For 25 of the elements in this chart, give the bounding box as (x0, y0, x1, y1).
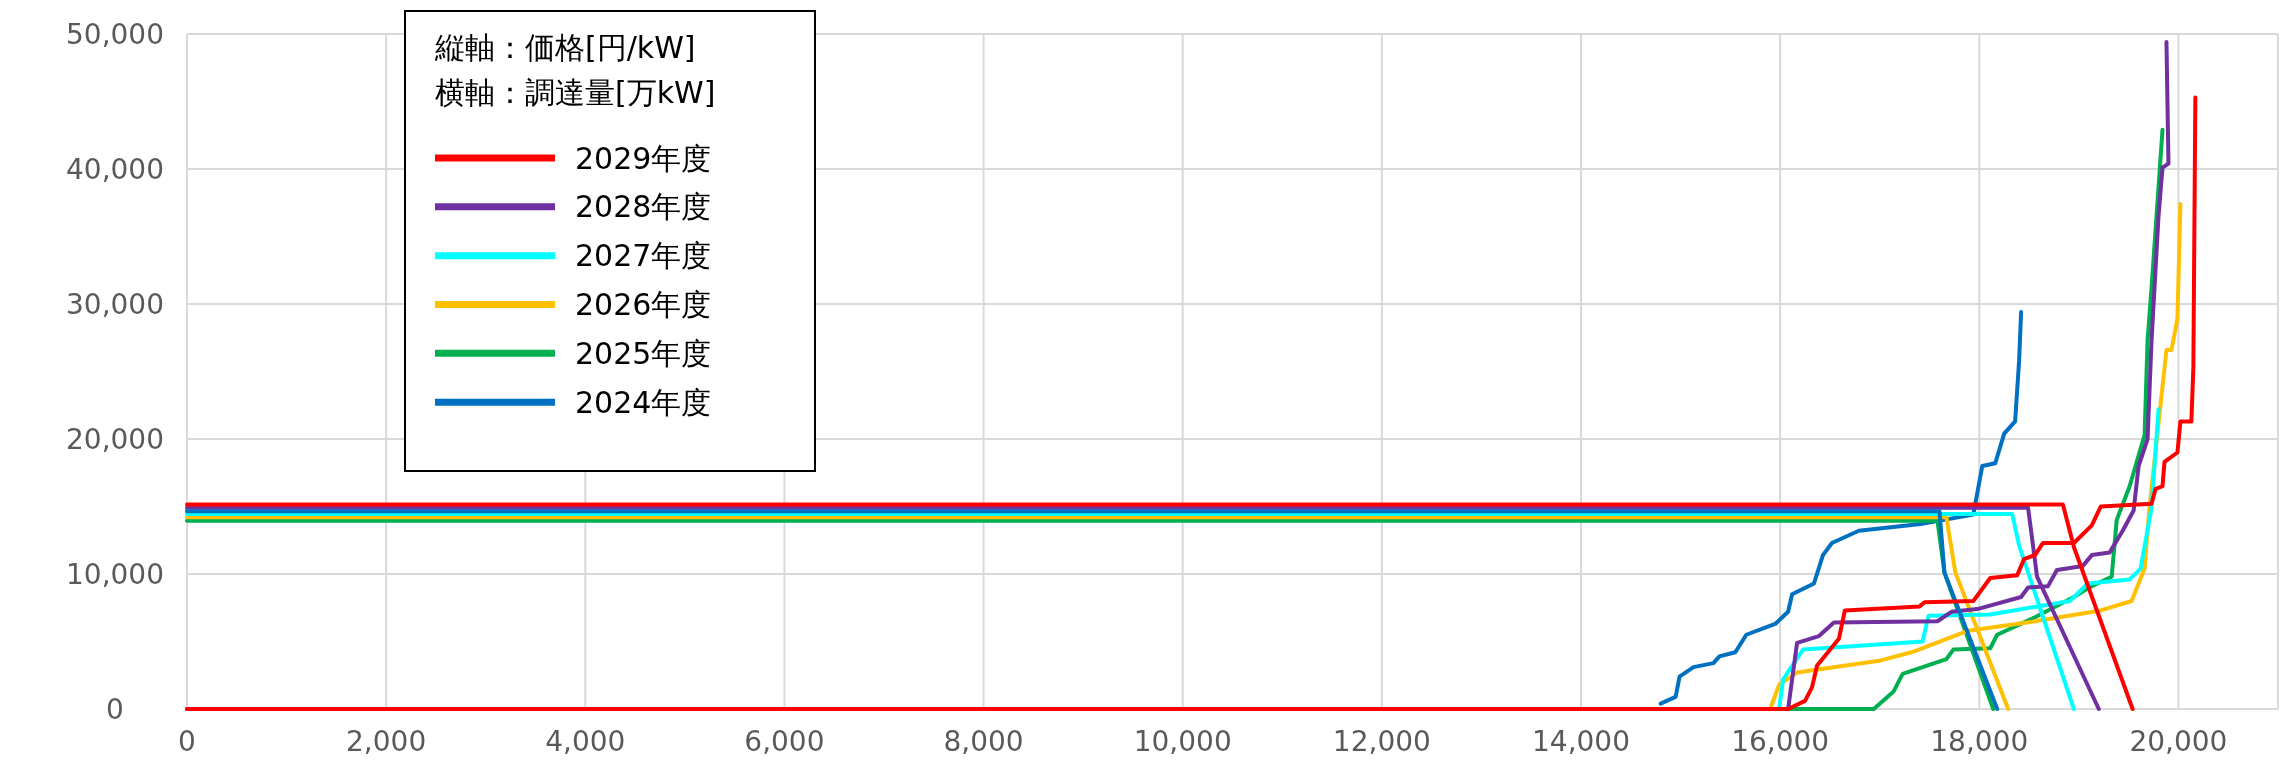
x-tick-label: 12,000 (1332, 725, 1431, 758)
y-tick-label: 20,000 (66, 422, 164, 456)
x-tick-label: 14,000 (1532, 725, 1630, 758)
legend-label: 2027年度 (575, 238, 712, 274)
x-tick-label: 0 (178, 725, 196, 758)
y-axis-title: 縦軸：価格[円/kW] (434, 30, 696, 65)
y-tick-label: 50,000 (66, 17, 164, 51)
legend-label: 2025年度 (575, 335, 712, 371)
y-tick-label: 30,000 (66, 287, 164, 321)
x-tick-label: 16,000 (1731, 725, 1830, 758)
legend-label: 2028年度 (575, 189, 712, 225)
x-tick-label: 6,000 (744, 725, 825, 758)
legend-label: 2024年度 (575, 384, 712, 420)
x-tick-label: 4,000 (545, 725, 626, 758)
legend-label: 2029年度 (575, 140, 712, 176)
x-tick-label: 8,000 (943, 725, 1024, 758)
legend-label: 2026年度 (575, 287, 712, 323)
x-tick-label: 18,000 (1930, 725, 2029, 758)
x-tick-label: 20,000 (2129, 725, 2228, 758)
y-tick-label: 40,000 (66, 152, 164, 186)
x-axis-title: 横軸：調達量[万kW] (435, 75, 716, 110)
x-tick-label: 2,000 (346, 725, 427, 758)
x-tick-label: 10,000 (1133, 725, 1232, 758)
y-tick-label: 0 (106, 692, 124, 726)
y-tick-label: 10,000 (66, 557, 164, 591)
